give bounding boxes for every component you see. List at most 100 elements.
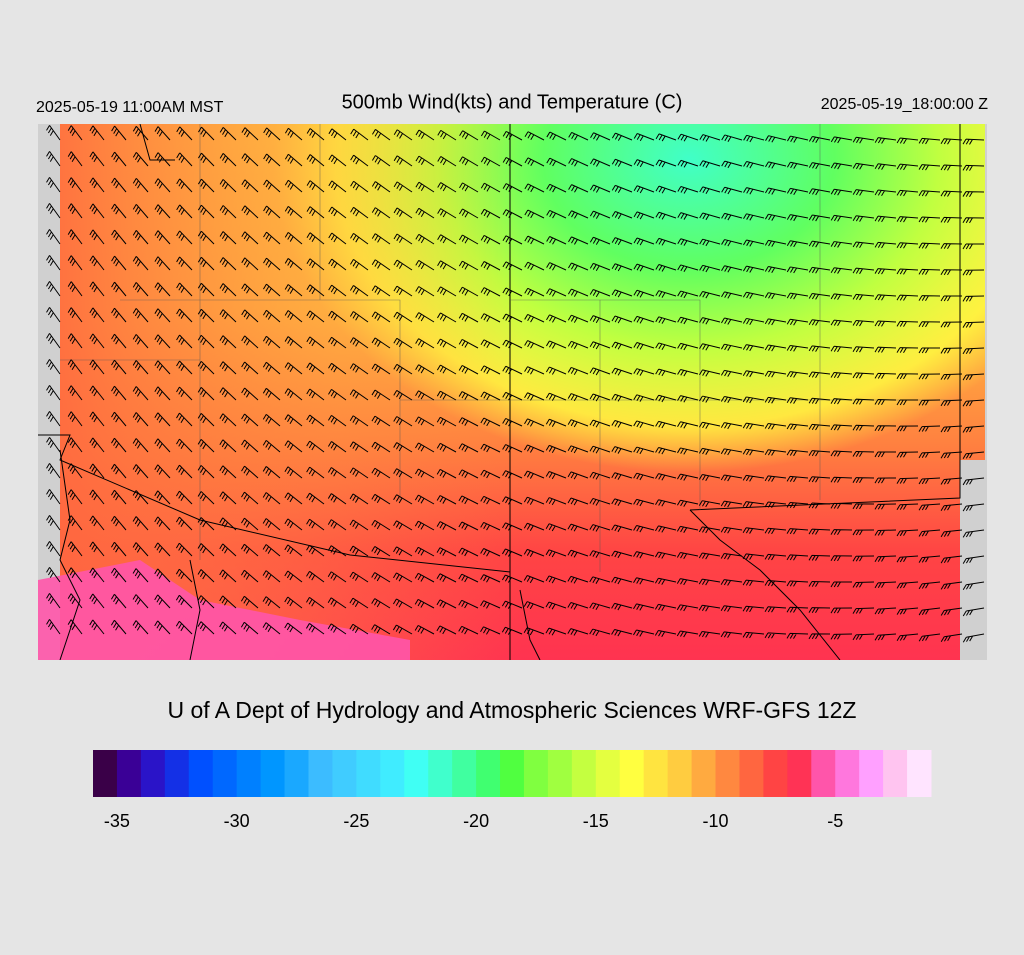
wind-barb <box>720 526 743 534</box>
wind-barb <box>808 607 831 614</box>
wind-barb <box>415 129 435 141</box>
wind-barb <box>720 422 743 430</box>
wind-barb <box>655 237 677 246</box>
wind-barb <box>633 472 655 481</box>
colorbar-tick-label: -20 <box>463 811 489 831</box>
wind-barb <box>284 127 303 141</box>
wind-barb <box>655 264 677 272</box>
wind-barb <box>896 503 919 511</box>
colorbar-tick-label: -15 <box>583 811 609 831</box>
wind-barb <box>589 210 611 219</box>
wind-barb <box>962 295 985 302</box>
wind-barb <box>655 290 677 298</box>
wind-barb <box>46 203 61 219</box>
wind-barb <box>589 524 611 532</box>
wind-barb <box>262 570 281 583</box>
wind-barb <box>655 211 677 220</box>
wind-barb <box>328 284 347 297</box>
wind-barb <box>371 389 391 401</box>
wind-barb <box>393 129 413 141</box>
wind-barb <box>263 205 281 219</box>
wind-barb <box>502 548 523 557</box>
wind-barb <box>219 543 237 557</box>
wind-barb <box>852 424 875 431</box>
wind-barb <box>852 607 875 614</box>
wind-barb <box>436 416 457 427</box>
wind-barb <box>111 229 127 245</box>
wind-barb <box>545 418 567 427</box>
wind-barb <box>830 581 853 588</box>
wind-barb <box>501 626 523 635</box>
wind-barb <box>219 361 237 375</box>
wind-barb <box>154 516 171 531</box>
color-swatch <box>571 750 597 797</box>
wind-barb <box>786 501 809 509</box>
color-swatch <box>332 750 357 797</box>
wind-barb <box>874 451 897 458</box>
wind-barb <box>524 235 545 245</box>
wind-barb <box>852 581 875 588</box>
wind-barb <box>111 281 127 297</box>
wind-barb <box>306 362 325 375</box>
wind-barb <box>350 128 369 141</box>
wind-barb <box>611 263 633 272</box>
wind-barb <box>676 499 699 507</box>
wind-barb <box>219 387 237 401</box>
wind-barb <box>786 161 809 169</box>
wind-barb <box>176 204 193 219</box>
wind-barb <box>742 265 765 273</box>
wind-barb <box>874 555 897 562</box>
wind-barb <box>197 413 215 427</box>
wind-barb <box>46 437 61 453</box>
wind-barb <box>241 439 259 453</box>
wind-barb <box>241 283 259 297</box>
color-swatch <box>404 750 429 797</box>
valid-utc-time: 2025-05-19_18:00:00 Z <box>821 96 988 113</box>
wind-barb <box>46 125 61 141</box>
wind-barb <box>720 579 743 586</box>
wind-barb <box>787 135 809 143</box>
wind-barb <box>176 386 193 401</box>
wind-barb <box>589 471 611 480</box>
wind-barb <box>176 230 193 245</box>
wind-barb <box>393 572 413 583</box>
wind-barb <box>241 309 259 323</box>
wind-barb <box>764 239 787 247</box>
wind-barb <box>306 180 325 193</box>
wind-barb <box>393 181 413 193</box>
wind-barb <box>962 607 985 617</box>
wind-barb <box>89 125 105 141</box>
wind-barb <box>349 363 369 375</box>
wind-barb <box>786 528 809 535</box>
wind-barb <box>67 437 83 453</box>
wind-barb <box>241 335 259 349</box>
wind-barb <box>349 597 369 609</box>
wind-barb <box>437 234 457 245</box>
wind-barb <box>46 411 61 427</box>
wind-barb <box>175 490 193 505</box>
wind-barb <box>874 268 897 275</box>
wind-barb <box>589 576 611 584</box>
wind-barb <box>371 519 391 531</box>
wind-barb <box>480 208 501 219</box>
wind-barb <box>67 515 83 531</box>
colorbar: -35 -30 -25 -20 -15 -10 -5 <box>93 750 932 831</box>
wind-barb <box>284 205 303 219</box>
wind-barb <box>677 369 699 377</box>
wind-barb <box>306 570 325 583</box>
wind-barb <box>655 551 677 559</box>
wind-barb <box>699 317 721 325</box>
color-swatch <box>763 750 788 797</box>
wind-barb <box>219 413 237 427</box>
wind-barb <box>633 629 655 637</box>
wind-barb <box>241 127 259 141</box>
wind-barb <box>808 240 831 248</box>
wind-barb <box>197 386 215 401</box>
color-swatch <box>883 750 908 797</box>
wind-barb <box>720 343 743 351</box>
wind-barb <box>568 210 589 219</box>
wind-barb <box>962 269 985 276</box>
wind-barb <box>458 234 479 245</box>
wind-barb <box>111 463 127 479</box>
wind-barb <box>89 333 105 349</box>
